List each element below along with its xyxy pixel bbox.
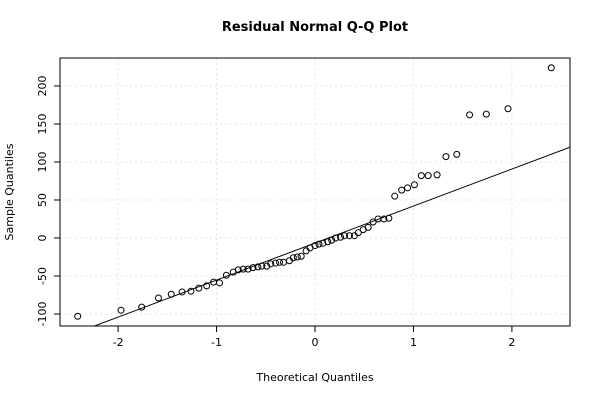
point bbox=[234, 266, 242, 274]
y-axis-label: Sample Quantiles bbox=[3, 143, 16, 240]
x-tick-label: 0 bbox=[312, 336, 319, 349]
point bbox=[178, 288, 186, 296]
y-tick-label: 100 bbox=[36, 151, 49, 172]
y-tick-label: -50 bbox=[36, 267, 49, 285]
point bbox=[279, 258, 287, 266]
point bbox=[332, 234, 340, 242]
point bbox=[424, 172, 432, 180]
plot-frame bbox=[59, 57, 571, 327]
y-tick-label: 150 bbox=[36, 113, 49, 134]
point bbox=[404, 184, 412, 192]
point bbox=[195, 284, 203, 292]
point bbox=[74, 312, 82, 320]
point bbox=[482, 110, 490, 118]
chart-title: Residual Normal Q-Q Plot bbox=[222, 20, 408, 35]
point bbox=[324, 238, 332, 246]
x-tick-label: -2 bbox=[113, 336, 124, 349]
point bbox=[410, 181, 418, 189]
point bbox=[364, 223, 372, 231]
point bbox=[547, 64, 555, 72]
point bbox=[466, 111, 474, 119]
point bbox=[380, 215, 388, 223]
point bbox=[203, 282, 211, 290]
point bbox=[297, 252, 305, 260]
point bbox=[167, 290, 175, 298]
point bbox=[345, 232, 353, 240]
x-axis-label: Theoretical Quantiles bbox=[255, 371, 373, 384]
y-tick-label: 0 bbox=[36, 234, 49, 241]
point bbox=[504, 105, 512, 113]
point bbox=[254, 263, 262, 271]
y-tick-label: 50 bbox=[36, 193, 49, 207]
point bbox=[319, 239, 327, 247]
point bbox=[354, 229, 362, 237]
point bbox=[385, 214, 393, 222]
point bbox=[391, 192, 399, 200]
point bbox=[289, 254, 297, 262]
point bbox=[337, 233, 345, 241]
point bbox=[453, 150, 461, 158]
point bbox=[302, 247, 310, 255]
point bbox=[239, 265, 247, 273]
point bbox=[263, 262, 271, 270]
point bbox=[267, 260, 275, 268]
point bbox=[442, 153, 450, 161]
point bbox=[244, 265, 252, 273]
point bbox=[222, 271, 230, 279]
point bbox=[341, 232, 349, 240]
y-tick-label: -100 bbox=[36, 302, 49, 327]
point bbox=[311, 242, 319, 250]
point bbox=[328, 236, 336, 244]
x-tick-label: -1 bbox=[211, 336, 222, 349]
point bbox=[117, 306, 125, 314]
point bbox=[154, 294, 162, 302]
x-tick-label: 2 bbox=[508, 336, 515, 349]
y-tick-label: 200 bbox=[36, 75, 49, 96]
x-tick-label: 1 bbox=[410, 336, 417, 349]
point bbox=[187, 287, 195, 295]
point bbox=[293, 253, 301, 261]
point bbox=[258, 262, 266, 270]
point bbox=[285, 257, 293, 265]
point bbox=[433, 171, 441, 179]
point bbox=[398, 186, 406, 194]
point bbox=[249, 264, 257, 272]
point bbox=[272, 259, 280, 267]
point bbox=[417, 172, 425, 180]
point bbox=[138, 303, 146, 311]
point bbox=[369, 218, 377, 226]
point bbox=[315, 240, 323, 248]
point bbox=[276, 258, 284, 266]
point bbox=[215, 279, 223, 287]
